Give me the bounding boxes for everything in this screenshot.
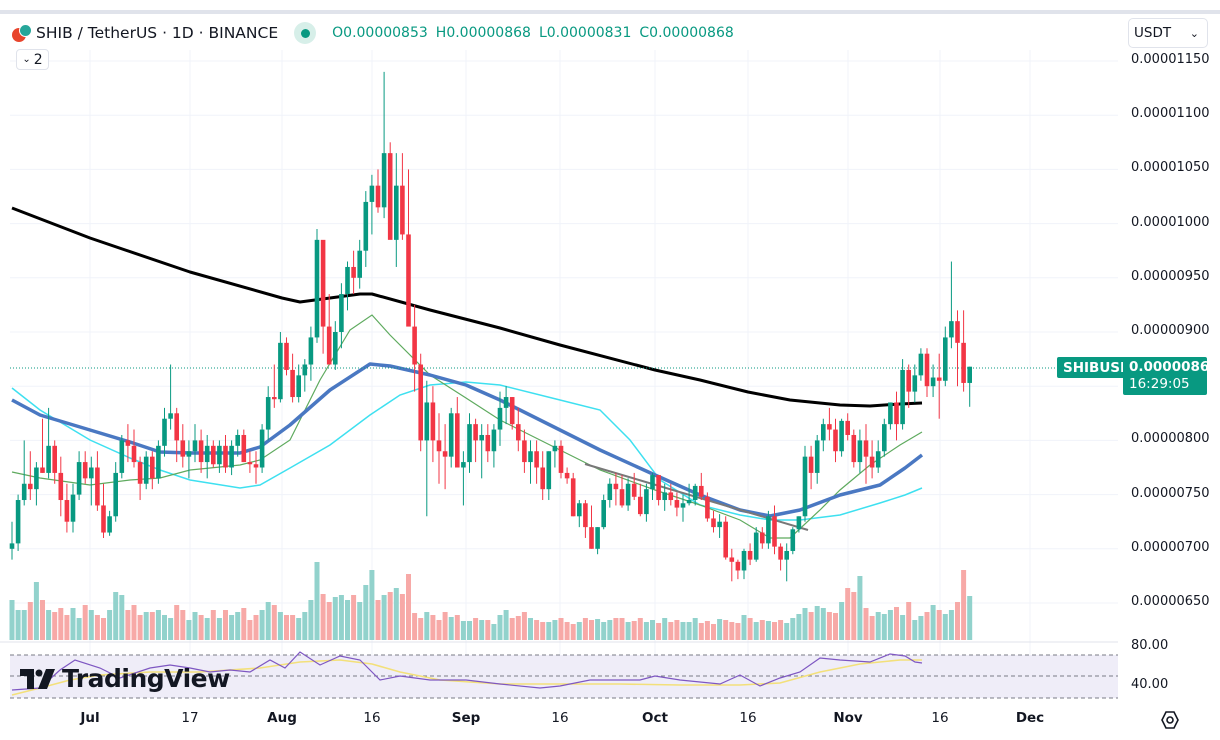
price-axis-label: 0.00001100 xyxy=(1131,106,1210,122)
rsi-pane xyxy=(0,641,1118,699)
time-axis-label: 16 xyxy=(551,710,569,726)
grid-lines xyxy=(10,50,1118,700)
ohlc-values: O0.00000853 H0.00000868 L0.00000831 C0.0… xyxy=(332,25,734,41)
price-axis-label: 0.00000650 xyxy=(1131,594,1210,609)
chevron-down-icon: ⌄ xyxy=(1189,26,1199,40)
volume-bars xyxy=(9,562,973,640)
time-axis-label: 16 xyxy=(363,710,381,726)
time-axis-label: Nov xyxy=(833,710,863,726)
symbol-title[interactable]: SHIB / TetherUS · 1D · BINANCE xyxy=(36,24,279,42)
price-axis-label: 0.00001000 xyxy=(1131,214,1210,230)
tradingview-logo[interactable]: TradingView xyxy=(20,664,230,693)
bar-countdown: 16:29:05 xyxy=(1129,376,1190,392)
last-price-tag: 0.00000868 16:29:05 xyxy=(1123,357,1219,395)
currency-select[interactable]: USDT ⌄ xyxy=(1128,18,1208,48)
shib-coin-icon xyxy=(12,24,32,42)
ohlc-close: C0.00000868 xyxy=(639,25,734,41)
time-axis-label: Oct xyxy=(642,710,668,726)
price-axis-label: 0.00000950 xyxy=(1131,268,1210,284)
time-axis-label: Jul xyxy=(80,710,100,726)
time-axis-label: 16 xyxy=(739,710,757,726)
price-axis-label: 0.00000750 xyxy=(1131,485,1210,501)
time-axis-label: 16 xyxy=(931,710,949,726)
rsi-axis-label: 40.00 xyxy=(1131,677,1169,692)
ohlc-low: L0.00000831 xyxy=(538,25,632,41)
time-axis-label: 17 xyxy=(181,710,199,726)
ohlc-high: H0.00000868 xyxy=(435,25,531,41)
tradingview-logo-icon xyxy=(20,668,55,689)
top-divider xyxy=(0,10,1220,14)
rsi-axis-label: 80.00 xyxy=(1131,638,1169,653)
price-axis-label: 0.00001050 xyxy=(1131,160,1210,176)
symbol-legend: SHIB / TetherUS · 1D · BINANCE O0.000008… xyxy=(12,22,734,44)
price-axis-label: 0.00000800 xyxy=(1131,431,1210,447)
time-axis-label: Aug xyxy=(267,710,297,726)
price-axis-label: 0.00000700 xyxy=(1131,539,1210,555)
market-open-dot-icon xyxy=(294,22,317,44)
price-axis-label: 0.00000900 xyxy=(1131,323,1210,338)
collapse-indicators-button[interactable]: ⌄ 2 xyxy=(16,49,49,70)
candlesticks xyxy=(9,71,972,582)
time-axis-label: Sep xyxy=(451,710,481,726)
time-axis-label: Dec xyxy=(1015,710,1045,726)
ohlc-open: O0.00000853 xyxy=(332,25,428,41)
price-axis-label: 0.00001150 xyxy=(1131,52,1210,67)
chevron-down-icon: ⌄ xyxy=(22,54,31,65)
moving-averages xyxy=(11,206,924,539)
chart-settings-icon[interactable] xyxy=(1160,710,1180,730)
